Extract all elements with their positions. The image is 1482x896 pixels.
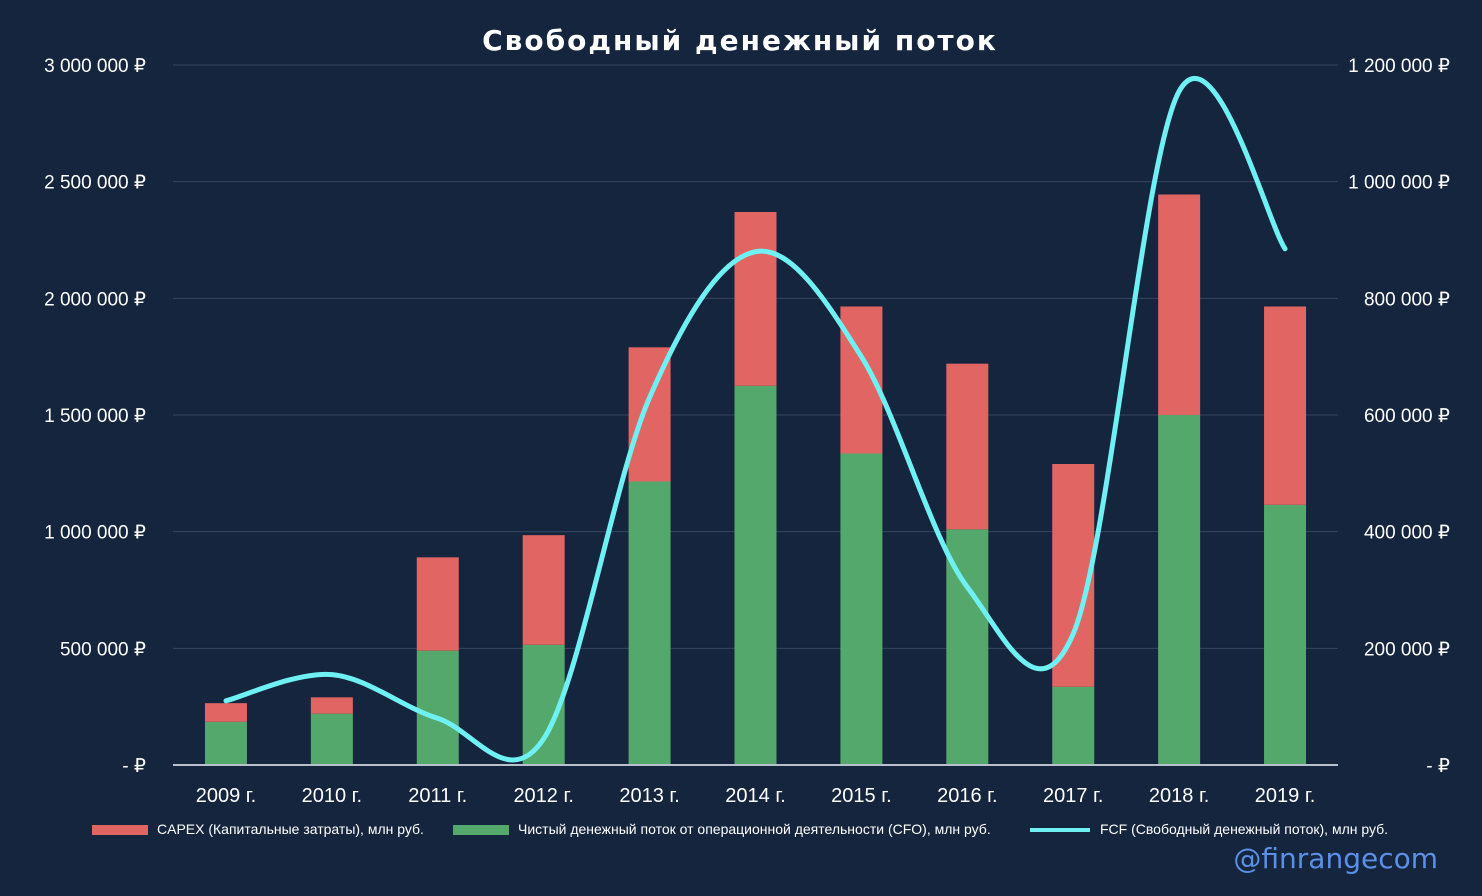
right-axis-tick-label: - ₽ <box>1426 756 1450 777</box>
legend-item-cfo: Чистый денежный поток от операционной де… <box>453 821 991 837</box>
bar-cfo <box>310 713 353 765</box>
left-axis-tick-label: 500 000 ₽ <box>60 639 146 660</box>
x-axis-tick-label: 2018 г. <box>1149 785 1209 807</box>
left-axis-tick-label: 2 500 000 ₽ <box>44 173 146 194</box>
bar-capex <box>734 212 777 386</box>
right-axis-ticks: - ₽ 200 000 ₽ 400 000 ₽ 600 000 ₽ 800 000 ₽ 1… <box>1348 56 1450 777</box>
left-axis-tick-label: 1 500 000 ₽ <box>44 406 146 427</box>
legend-label-fcf: FCF (Свободный денежный поток), млн руб. <box>1100 821 1388 837</box>
bar-cfo <box>840 453 883 765</box>
left-axis-tick-label: 1 000 000 ₽ <box>44 523 146 544</box>
legend-item-fcf: FCF (Свободный денежный поток), млн руб. <box>1030 821 1388 837</box>
legend: CAPEX (Капитальные затраты), млн руб. Чи… <box>92 821 1388 837</box>
x-axis-tick-label: 2016 г. <box>937 785 997 807</box>
fcf-series-line <box>223 76 1288 763</box>
bar-capex <box>522 535 565 645</box>
legend-label-cfo: Чистый денежный поток от операционной де… <box>518 821 991 837</box>
bar-cfo <box>1264 504 1307 765</box>
right-axis-tick-label: 1 000 000 ₽ <box>1348 173 1450 194</box>
legend-swatch-cfo <box>453 825 509 835</box>
x-axis-tick-label: 2009 г. <box>196 785 256 807</box>
watermark: @finrangecom <box>1233 842 1438 875</box>
bar-capex <box>946 363 989 530</box>
chart-title: Свободный денежный поток <box>482 24 998 57</box>
right-axis-tick-label: 400 000 ₽ <box>1364 523 1450 544</box>
bar-capex <box>1264 306 1307 505</box>
x-axis-tick-label: 2013 г. <box>619 785 679 807</box>
bar-capex <box>310 697 353 714</box>
right-axis-tick-label: 1 200 000 ₽ <box>1348 56 1450 77</box>
right-axis-tick-label: 200 000 ₽ <box>1364 639 1450 660</box>
x-axis-tick-label: 2012 г. <box>513 785 573 807</box>
x-axis-tick-label: 2014 г. <box>725 785 785 807</box>
x-axis-tick-label: 2015 г. <box>831 785 891 807</box>
bar-cfo <box>734 385 777 765</box>
x-axis-tick-label: 2011 г. <box>408 785 467 807</box>
bar-cfo <box>416 650 459 765</box>
bar-cfo <box>628 481 671 765</box>
left-axis-ticks: - ₽ 500 000 ₽ 1 000 000 ₽ 1 500 000 ₽ 2 000 … <box>44 56 146 777</box>
x-axis-ticks: 2009 г. 2010 г. 2011 г. 2012 г. 2013 г. 2014 … <box>196 785 1316 807</box>
bar-cfo <box>204 721 247 765</box>
left-axis-tick-label: 2 000 000 ₽ <box>44 289 146 310</box>
bar-capex <box>1158 194 1201 415</box>
right-axis-tick-label: 600 000 ₽ <box>1364 406 1450 427</box>
legend-swatch-capex <box>92 825 148 835</box>
bar-cfo <box>1052 686 1095 765</box>
x-axis-tick-label: 2010 г. <box>302 785 362 807</box>
left-axis-tick-label: 3 000 000 ₽ <box>44 56 146 77</box>
left-axis-tick-label: - ₽ <box>122 756 146 777</box>
legend-item-capex: CAPEX (Капитальные затраты), млн руб. <box>92 821 424 837</box>
bar-capex <box>204 703 247 722</box>
right-axis-tick-label: 800 000 ₽ <box>1364 289 1450 310</box>
x-axis-tick-label: 2019 г. <box>1255 785 1315 807</box>
x-axis-tick-label: 2017 г. <box>1043 785 1103 807</box>
legend-label-capex: CAPEX (Капитальные затраты), млн руб. <box>157 821 424 837</box>
bar-capex <box>416 557 459 651</box>
bar-cfo <box>1158 415 1201 765</box>
bars <box>204 194 1307 765</box>
